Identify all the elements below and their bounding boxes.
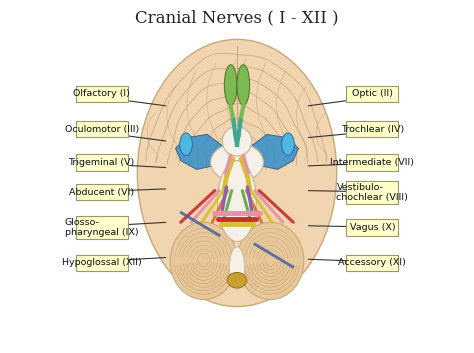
Ellipse shape: [227, 273, 247, 288]
FancyBboxPatch shape: [346, 154, 398, 170]
Text: Trochlear (IV): Trochlear (IV): [341, 125, 404, 133]
Ellipse shape: [210, 143, 264, 182]
Ellipse shape: [137, 40, 337, 307]
Text: Intermediate (VII): Intermediate (VII): [330, 158, 414, 167]
FancyBboxPatch shape: [76, 86, 128, 102]
FancyBboxPatch shape: [76, 255, 128, 271]
Text: Vagus (X): Vagus (X): [349, 223, 395, 232]
Ellipse shape: [218, 161, 256, 241]
FancyBboxPatch shape: [76, 121, 128, 137]
Ellipse shape: [170, 222, 237, 300]
Text: Optic (II): Optic (II): [352, 89, 393, 98]
Ellipse shape: [237, 222, 304, 300]
Text: Oculomotor (III): Oculomotor (III): [64, 125, 139, 133]
Text: Accessory (XI): Accessory (XI): [338, 258, 406, 267]
FancyBboxPatch shape: [346, 86, 398, 102]
Ellipse shape: [237, 65, 250, 106]
FancyBboxPatch shape: [76, 184, 128, 201]
FancyBboxPatch shape: [346, 255, 398, 271]
Text: Cranial Nerves ( I - XII ): Cranial Nerves ( I - XII ): [135, 10, 339, 26]
FancyBboxPatch shape: [76, 154, 128, 170]
FancyBboxPatch shape: [346, 220, 398, 235]
Text: Glosso-
pharyngeal (IX): Glosso- pharyngeal (IX): [65, 218, 138, 237]
Ellipse shape: [229, 247, 245, 289]
Ellipse shape: [282, 133, 294, 155]
Ellipse shape: [222, 127, 252, 156]
Ellipse shape: [180, 133, 192, 155]
Text: Abducent (VI): Abducent (VI): [69, 188, 134, 197]
Text: Hypoglossal (XII): Hypoglossal (XII): [62, 258, 142, 267]
FancyBboxPatch shape: [76, 216, 128, 239]
FancyBboxPatch shape: [346, 181, 398, 204]
Polygon shape: [246, 134, 299, 169]
Polygon shape: [175, 134, 228, 169]
Text: Vestibulo-
chochlear (VIII): Vestibulo- chochlear (VIII): [337, 183, 408, 202]
Text: Olfactory (I): Olfactory (I): [73, 89, 130, 98]
Text: Trigeminal (V): Trigeminal (V): [69, 158, 135, 167]
FancyBboxPatch shape: [346, 121, 398, 137]
Ellipse shape: [224, 65, 237, 106]
